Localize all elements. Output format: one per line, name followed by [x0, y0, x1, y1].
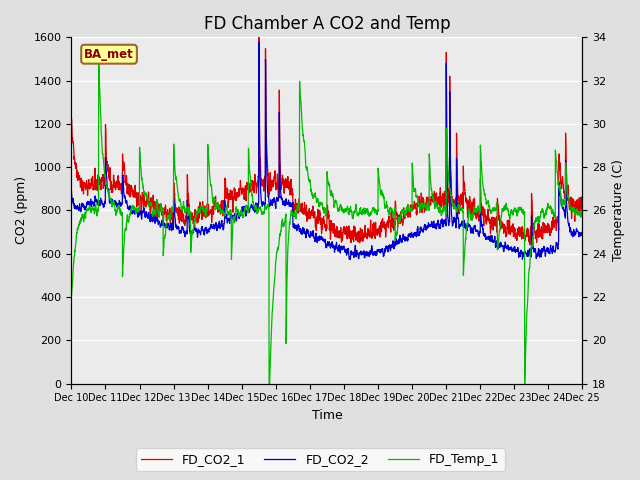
- FD_Temp_1: [156, 204, 164, 210]
- FD_Temp_1: [68, 292, 76, 298]
- Line: FD_Temp_1: FD_Temp_1: [72, 62, 582, 384]
- FD_CO2_1: [514, 226, 522, 232]
- FD_CO2_2: [264, 188, 271, 194]
- FD_Temp_1: [264, 202, 271, 207]
- FD_CO2_1: [264, 164, 271, 170]
- Y-axis label: Temperature (C): Temperature (C): [612, 159, 625, 262]
- FD_CO2_2: [514, 245, 522, 251]
- FD_CO2_2: [569, 233, 577, 239]
- Legend: FD_CO2_1, FD_CO2_2, FD_Temp_1: FD_CO2_1, FD_CO2_2, FD_Temp_1: [136, 448, 504, 471]
- FD_CO2_1: [255, 35, 262, 40]
- FD_Temp_1: [95, 59, 102, 65]
- Line: FD_CO2_1: FD_CO2_1: [72, 37, 582, 245]
- FD_Temp_1: [569, 205, 577, 211]
- FD_Temp_1: [579, 208, 586, 214]
- FD_CO2_1: [286, 191, 294, 197]
- FD_Temp_1: [514, 209, 522, 215]
- Y-axis label: CO2 (ppm): CO2 (ppm): [15, 176, 28, 244]
- FD_CO2_2: [68, 188, 76, 194]
- FD_CO2_2: [286, 203, 294, 208]
- FD_CO2_2: [126, 203, 134, 209]
- FD_CO2_2: [346, 257, 354, 263]
- X-axis label: Time: Time: [312, 409, 342, 422]
- FD_CO2_1: [579, 203, 586, 208]
- FD_Temp_1: [286, 220, 294, 226]
- FD_CO2_2: [156, 221, 164, 227]
- FD_CO2_1: [569, 201, 577, 206]
- FD_CO2_2: [579, 229, 586, 235]
- FD_CO2_1: [68, 115, 76, 120]
- Text: BA_met: BA_met: [84, 48, 134, 60]
- FD_Temp_1: [265, 381, 273, 386]
- Line: FD_CO2_2: FD_CO2_2: [72, 42, 582, 260]
- FD_CO2_2: [255, 39, 262, 45]
- FD_CO2_1: [526, 242, 534, 248]
- FD_CO2_1: [156, 207, 164, 213]
- Title: FD Chamber A CO2 and Temp: FD Chamber A CO2 and Temp: [204, 15, 451, 33]
- FD_CO2_1: [126, 187, 134, 192]
- FD_Temp_1: [126, 212, 134, 218]
